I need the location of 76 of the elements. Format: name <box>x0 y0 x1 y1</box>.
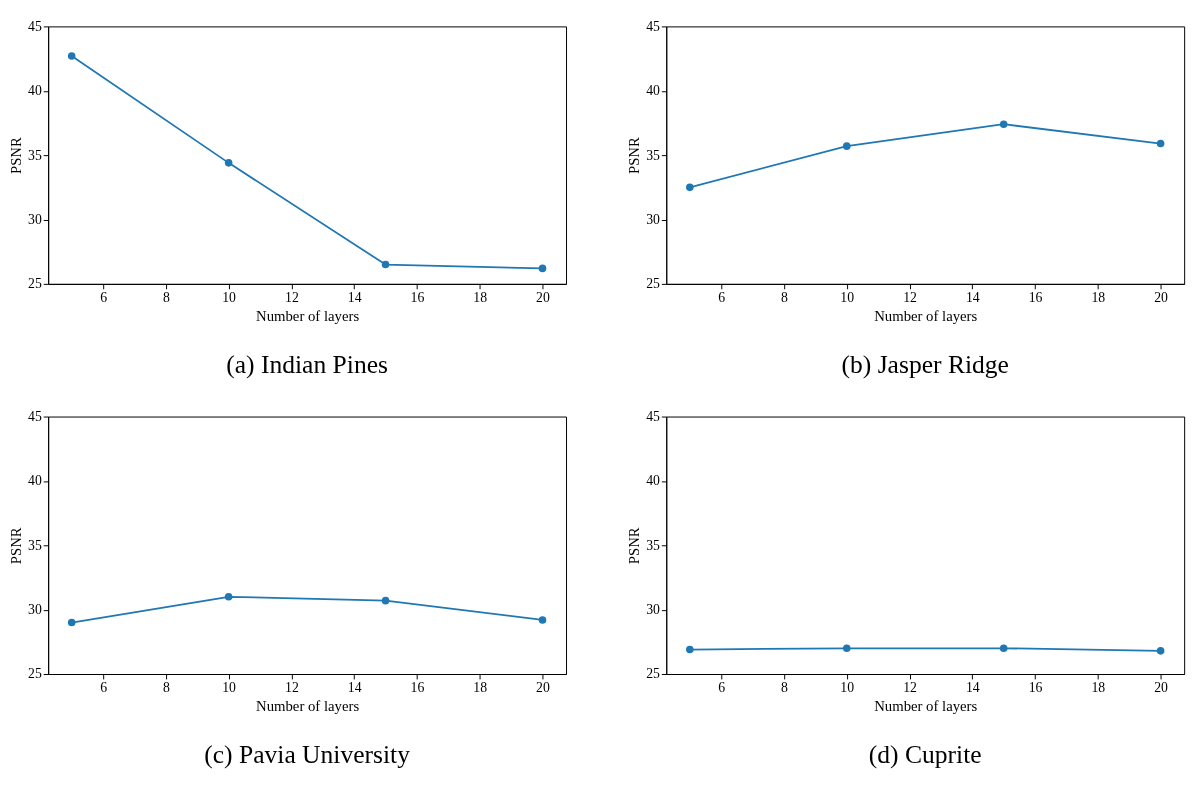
x-axis-title: Number of layers <box>874 697 978 714</box>
x-tick-label: 20 <box>1154 680 1169 696</box>
point <box>67 618 76 627</box>
y-tick-label: 45 <box>28 18 42 34</box>
y-axis-title: PSNR <box>626 527 643 565</box>
point <box>224 592 233 601</box>
point <box>842 142 851 150</box>
y-tick-label: 35 <box>646 537 661 553</box>
y-axis-title: PSNR <box>626 137 643 175</box>
y-tick-label: 45 <box>646 408 661 424</box>
point <box>381 260 390 269</box>
x-tick-label: 12 <box>285 680 299 696</box>
x-tick-label: 20 <box>1154 290 1169 306</box>
y-tick-label: 30 <box>646 211 661 227</box>
x-tick-label: 14 <box>965 290 980 306</box>
x-axis-title: Number of layers <box>256 697 360 714</box>
x-tick-label: 10 <box>840 680 855 696</box>
y-axis-title: PSNR <box>8 527 25 565</box>
x-tick-label: 10 <box>222 680 237 696</box>
y-tick-label: 40 <box>646 83 661 99</box>
y-tick-label: 40 <box>28 83 42 99</box>
x-tick-label: 6 <box>718 680 726 696</box>
x-tick-label: 12 <box>903 290 918 306</box>
x-tick-label: 18 <box>473 290 488 306</box>
x-tick-label: 8 <box>781 680 789 696</box>
y-tick-label: 45 <box>646 18 661 34</box>
x-tick-label: 10 <box>222 290 237 306</box>
x-tick-label: 16 <box>1028 290 1043 306</box>
x-tick-label: 16 <box>410 290 425 306</box>
x-tick-label: 6 <box>100 290 108 306</box>
x-tick-label: 12 <box>903 680 918 696</box>
x-tick-label: 16 <box>1028 680 1043 696</box>
x-tick-label: 6 <box>718 290 726 306</box>
x-tick-label: 8 <box>781 290 789 306</box>
x-tick-label: 18 <box>1091 290 1106 306</box>
y-tick-label: 25 <box>646 276 661 292</box>
y-axis-title: PSNR <box>8 137 25 175</box>
text: (a) Indian Pines <box>226 350 389 380</box>
y-tick-label: 45 <box>28 408 42 424</box>
x-tick-label: 8 <box>162 290 170 306</box>
x-tick-label: 12 <box>285 290 299 306</box>
x-tick-label: 16 <box>410 680 425 696</box>
x-tick-label: 6 <box>100 680 108 696</box>
y-tick-label: 35 <box>28 537 42 553</box>
x-tick-label: 20 <box>536 290 550 306</box>
x-tick-label: 14 <box>347 680 362 696</box>
x-tick-label: 20 <box>536 680 550 696</box>
point <box>67 52 76 60</box>
y-tick-label: 30 <box>28 602 42 618</box>
text: (d) Cuprite <box>868 740 982 770</box>
x-tick-label: 14 <box>347 290 362 306</box>
point <box>538 264 547 273</box>
y-tick-label: 25 <box>28 666 42 682</box>
y-tick-label: 40 <box>28 473 42 489</box>
point <box>999 120 1008 129</box>
y-tick-label: 30 <box>28 211 42 227</box>
x-tick-label: 18 <box>473 680 488 696</box>
point <box>381 596 390 605</box>
x-tick-label: 18 <box>1091 680 1106 696</box>
y-tick-label: 40 <box>646 473 661 489</box>
y-tick-label: 35 <box>646 147 661 163</box>
y-tick-label: 35 <box>28 147 42 163</box>
text: (c) Pavia University <box>204 740 411 770</box>
x-tick-label: 14 <box>965 680 980 696</box>
y-tick-label: 30 <box>646 602 661 618</box>
point <box>686 183 694 192</box>
point <box>224 159 233 167</box>
x-tick-label: 10 <box>840 290 855 306</box>
point <box>1156 139 1165 148</box>
y-tick-label: 25 <box>28 276 42 292</box>
point <box>538 616 547 624</box>
x-tick-label: 8 <box>162 680 170 696</box>
y-tick-label: 25 <box>646 666 661 682</box>
x-axis-title: Number of layers <box>874 307 978 324</box>
x-axis-title: Number of layers <box>256 307 360 324</box>
text: (b) Jasper Ridge <box>841 350 1009 380</box>
